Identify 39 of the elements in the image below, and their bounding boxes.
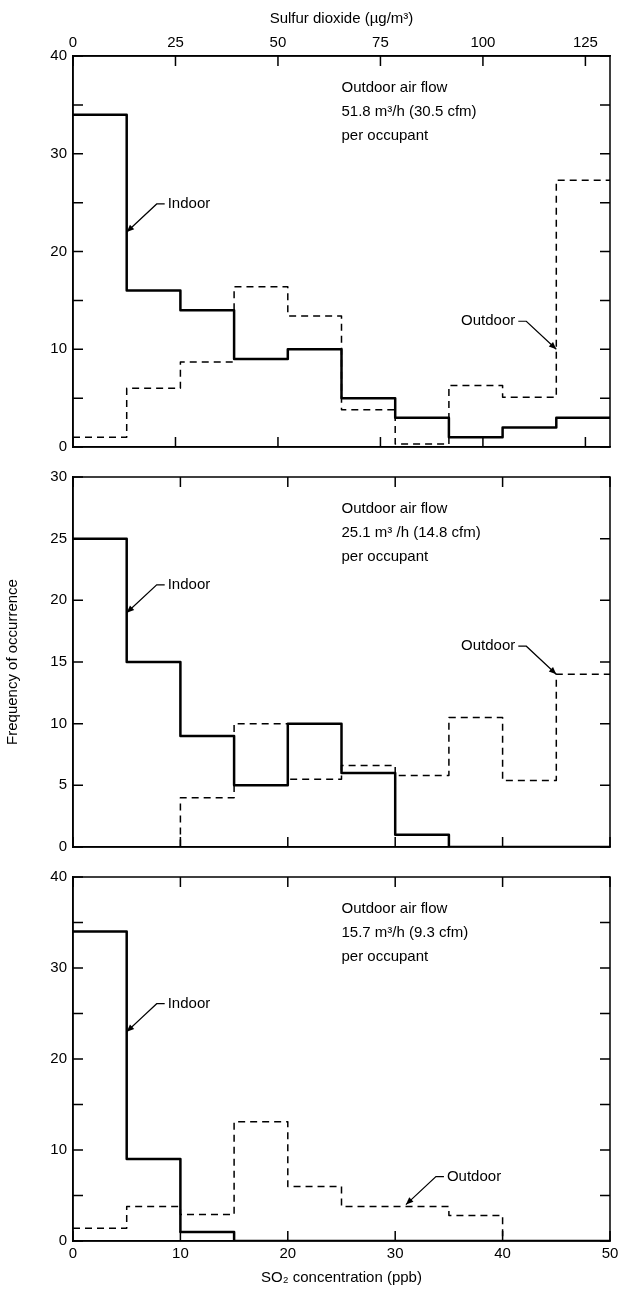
y-tick-label: 20 [50, 1049, 67, 1067]
x2-axis-title: Sulfur dioxide (µg/m³) [269, 9, 414, 27]
series-label: Outdoor [446, 1166, 502, 1184]
y-tick-label: 0 [58, 1231, 67, 1249]
y-tick-label: 30 [50, 467, 67, 485]
text: Outdoor [461, 311, 516, 329]
text: Indoor [167, 194, 211, 212]
y-tick-label: 25 [50, 528, 67, 546]
x2-tick-label: 25 [167, 33, 184, 51]
x-tick-label: 10 [172, 1244, 189, 1262]
annotation: Outdoor air flow 25.1 m³ /h (14.8 cfm) per occupant [341, 499, 481, 565]
text: Indoor [167, 574, 211, 592]
y-tick-label: 30 [50, 143, 67, 161]
text: Outdoor [461, 636, 516, 654]
y-tick-label: 0 [58, 437, 67, 455]
y-tick-label: 0 [58, 837, 67, 855]
y-tick-label: 30 [50, 958, 67, 976]
x2-tick-label: 75 [372, 33, 389, 51]
y-tick-label: 20 [50, 241, 67, 259]
x-axis-title: SO₂ concentration (ppb) [261, 1268, 422, 1286]
y-tick-label: 10 [50, 1140, 67, 1158]
y-tick-label: 5 [58, 775, 67, 793]
x2-tick-label: 125 [572, 33, 598, 51]
x-tick-label: 40 [494, 1244, 511, 1262]
x-tick-label: 30 [386, 1244, 404, 1262]
y-tick-label: 10 [50, 339, 67, 357]
annotation: Outdoor air flow 15.7 m³/h (9.3 cfm) per occupant [341, 899, 469, 965]
annotation: Outdoor air flow 51.8 m³/h (30.5 cfm) per occupant [341, 78, 477, 144]
x-tick-label: 20 [279, 1244, 297, 1262]
y-tick-label: 40 [50, 46, 67, 64]
x2-tick-label: 50 [269, 33, 287, 51]
y-tick-label: 40 [50, 867, 67, 885]
x2-tick-label: 100 [470, 33, 496, 51]
y-tick-label: 20 [50, 590, 67, 608]
y-tick-label: 10 [50, 713, 67, 731]
y-axis-title: Frequency of occurrence [3, 579, 21, 745]
x-tick-label: 50 [601, 1244, 619, 1262]
y-tick-label: 15 [50, 652, 67, 670]
text: Indoor [167, 993, 211, 1011]
